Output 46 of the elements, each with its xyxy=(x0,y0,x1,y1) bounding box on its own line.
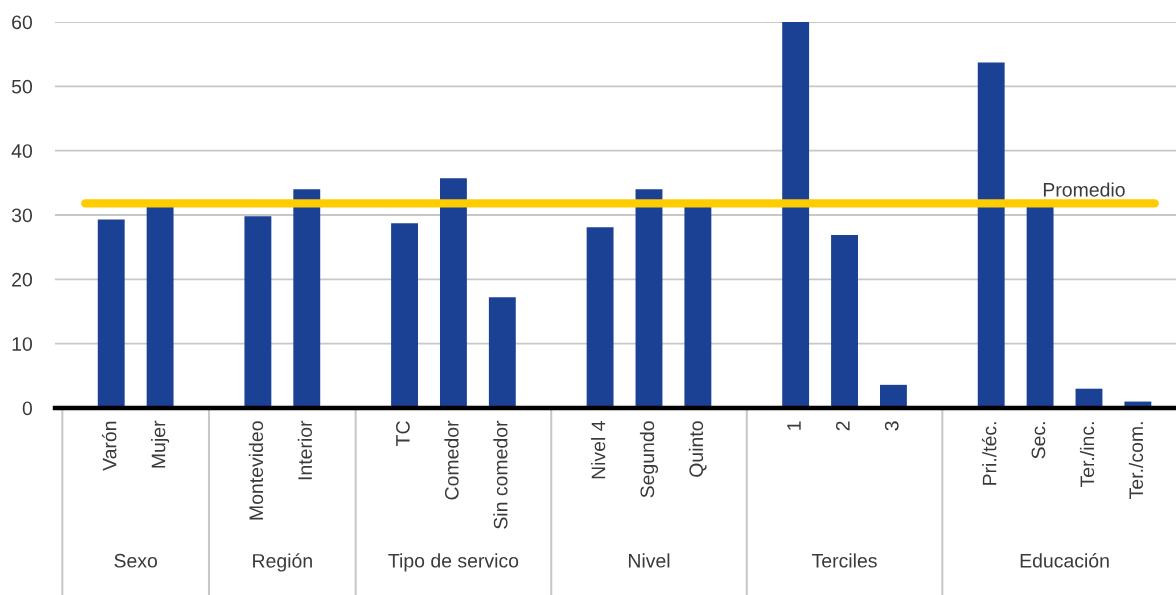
x-tick-label: TC xyxy=(396,421,410,446)
y-tick-label: 0 xyxy=(22,401,33,416)
text: Región xyxy=(253,553,312,572)
bar xyxy=(488,297,516,408)
ref-line-label: Promedio xyxy=(1043,182,1125,197)
text: Nivel xyxy=(628,553,670,568)
x-tick-label: Sin comedor xyxy=(493,420,508,529)
bar xyxy=(146,205,174,408)
bar xyxy=(684,205,712,408)
y-tick-label: 10 xyxy=(12,337,33,351)
bar xyxy=(391,223,418,408)
x-tick-label: Varón xyxy=(101,421,117,471)
x-tick-label: 2 xyxy=(835,421,850,431)
y-tick-label: 50 xyxy=(11,79,33,94)
x-tick-label: Pri./téc. xyxy=(981,422,997,485)
y-tick-label: 60 xyxy=(12,15,33,30)
bar xyxy=(1026,205,1054,408)
y-tick-label: 20 xyxy=(12,272,33,287)
x-tick-label: Comedor xyxy=(444,420,459,500)
x-tick-label: Segundo xyxy=(639,421,659,498)
x-tick-label: Ter./com. xyxy=(1128,422,1144,499)
x-tick-label: Mujer xyxy=(151,420,170,468)
y-tick-label: 30 xyxy=(11,208,33,223)
bar xyxy=(439,178,467,408)
bar xyxy=(244,216,272,408)
text: Terciles xyxy=(812,553,877,568)
bar xyxy=(879,384,907,408)
x-tick-label: 1 xyxy=(787,421,801,430)
text: Sexo xyxy=(114,553,158,568)
bar xyxy=(293,189,321,408)
x-tick-label: Ter./inc. xyxy=(1079,422,1095,488)
x-tick-label: 3 xyxy=(884,421,899,431)
y-tick-label: 40 xyxy=(11,144,33,158)
bar xyxy=(97,219,125,408)
x-tick-label: Nivel 4 xyxy=(591,421,606,479)
x-tick-label: Interior xyxy=(297,420,312,480)
bar xyxy=(586,227,614,408)
bar xyxy=(782,22,810,408)
text: Tipo de servico xyxy=(388,553,519,572)
text: Educación xyxy=(1020,553,1109,568)
x-tick-label: Quinto xyxy=(688,421,707,477)
bar xyxy=(831,234,858,408)
x-tick-label: Sec. xyxy=(1031,422,1046,459)
bar xyxy=(635,189,663,408)
bar xyxy=(977,62,1005,408)
x-tick-label: Montevideo xyxy=(248,421,264,520)
